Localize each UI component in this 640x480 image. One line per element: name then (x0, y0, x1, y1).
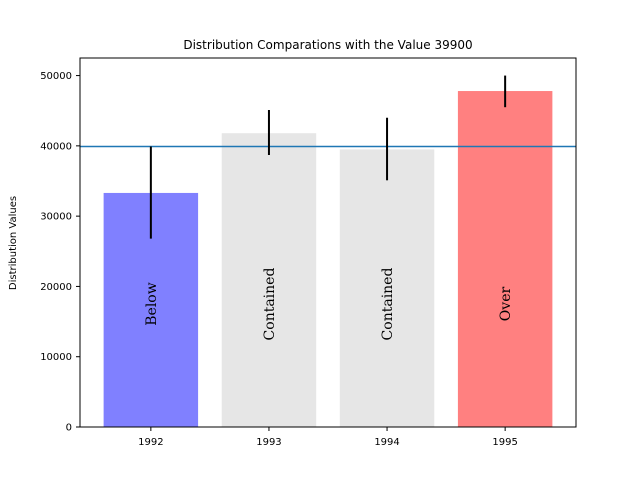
y-tick-label: 10000 (40, 352, 72, 363)
y-tick-label: 20000 (40, 282, 72, 293)
y-tick-label: 40000 (40, 141, 72, 152)
x-tick-label: 1994 (374, 437, 399, 448)
bar-label-1992: Below (144, 282, 160, 325)
chart-title: Distribution Comparations with the Value… (183, 38, 472, 52)
plot-area: Below Contained Contained Over 0 10000 20000 30… (40, 57, 577, 448)
bar-1993 (221, 133, 317, 427)
bar-label-1995: Over (498, 287, 514, 322)
x-tick-label: 1992 (138, 437, 163, 448)
bar-1994 (339, 149, 435, 427)
y-tick-label: 30000 (40, 212, 72, 223)
x-tick-label: 1993 (256, 437, 281, 448)
y-axis-label: Distribution Values (8, 196, 19, 290)
y-tick-label: 50000 (40, 71, 72, 82)
y-tick-label: 0 (66, 423, 72, 434)
plot-frame (79, 57, 577, 428)
x-tick-label: 1995 (492, 437, 517, 448)
bar-label-1994: Contained (380, 268, 396, 341)
bar-1995 (457, 91, 553, 427)
bar-label-1993: Contained (262, 268, 278, 341)
